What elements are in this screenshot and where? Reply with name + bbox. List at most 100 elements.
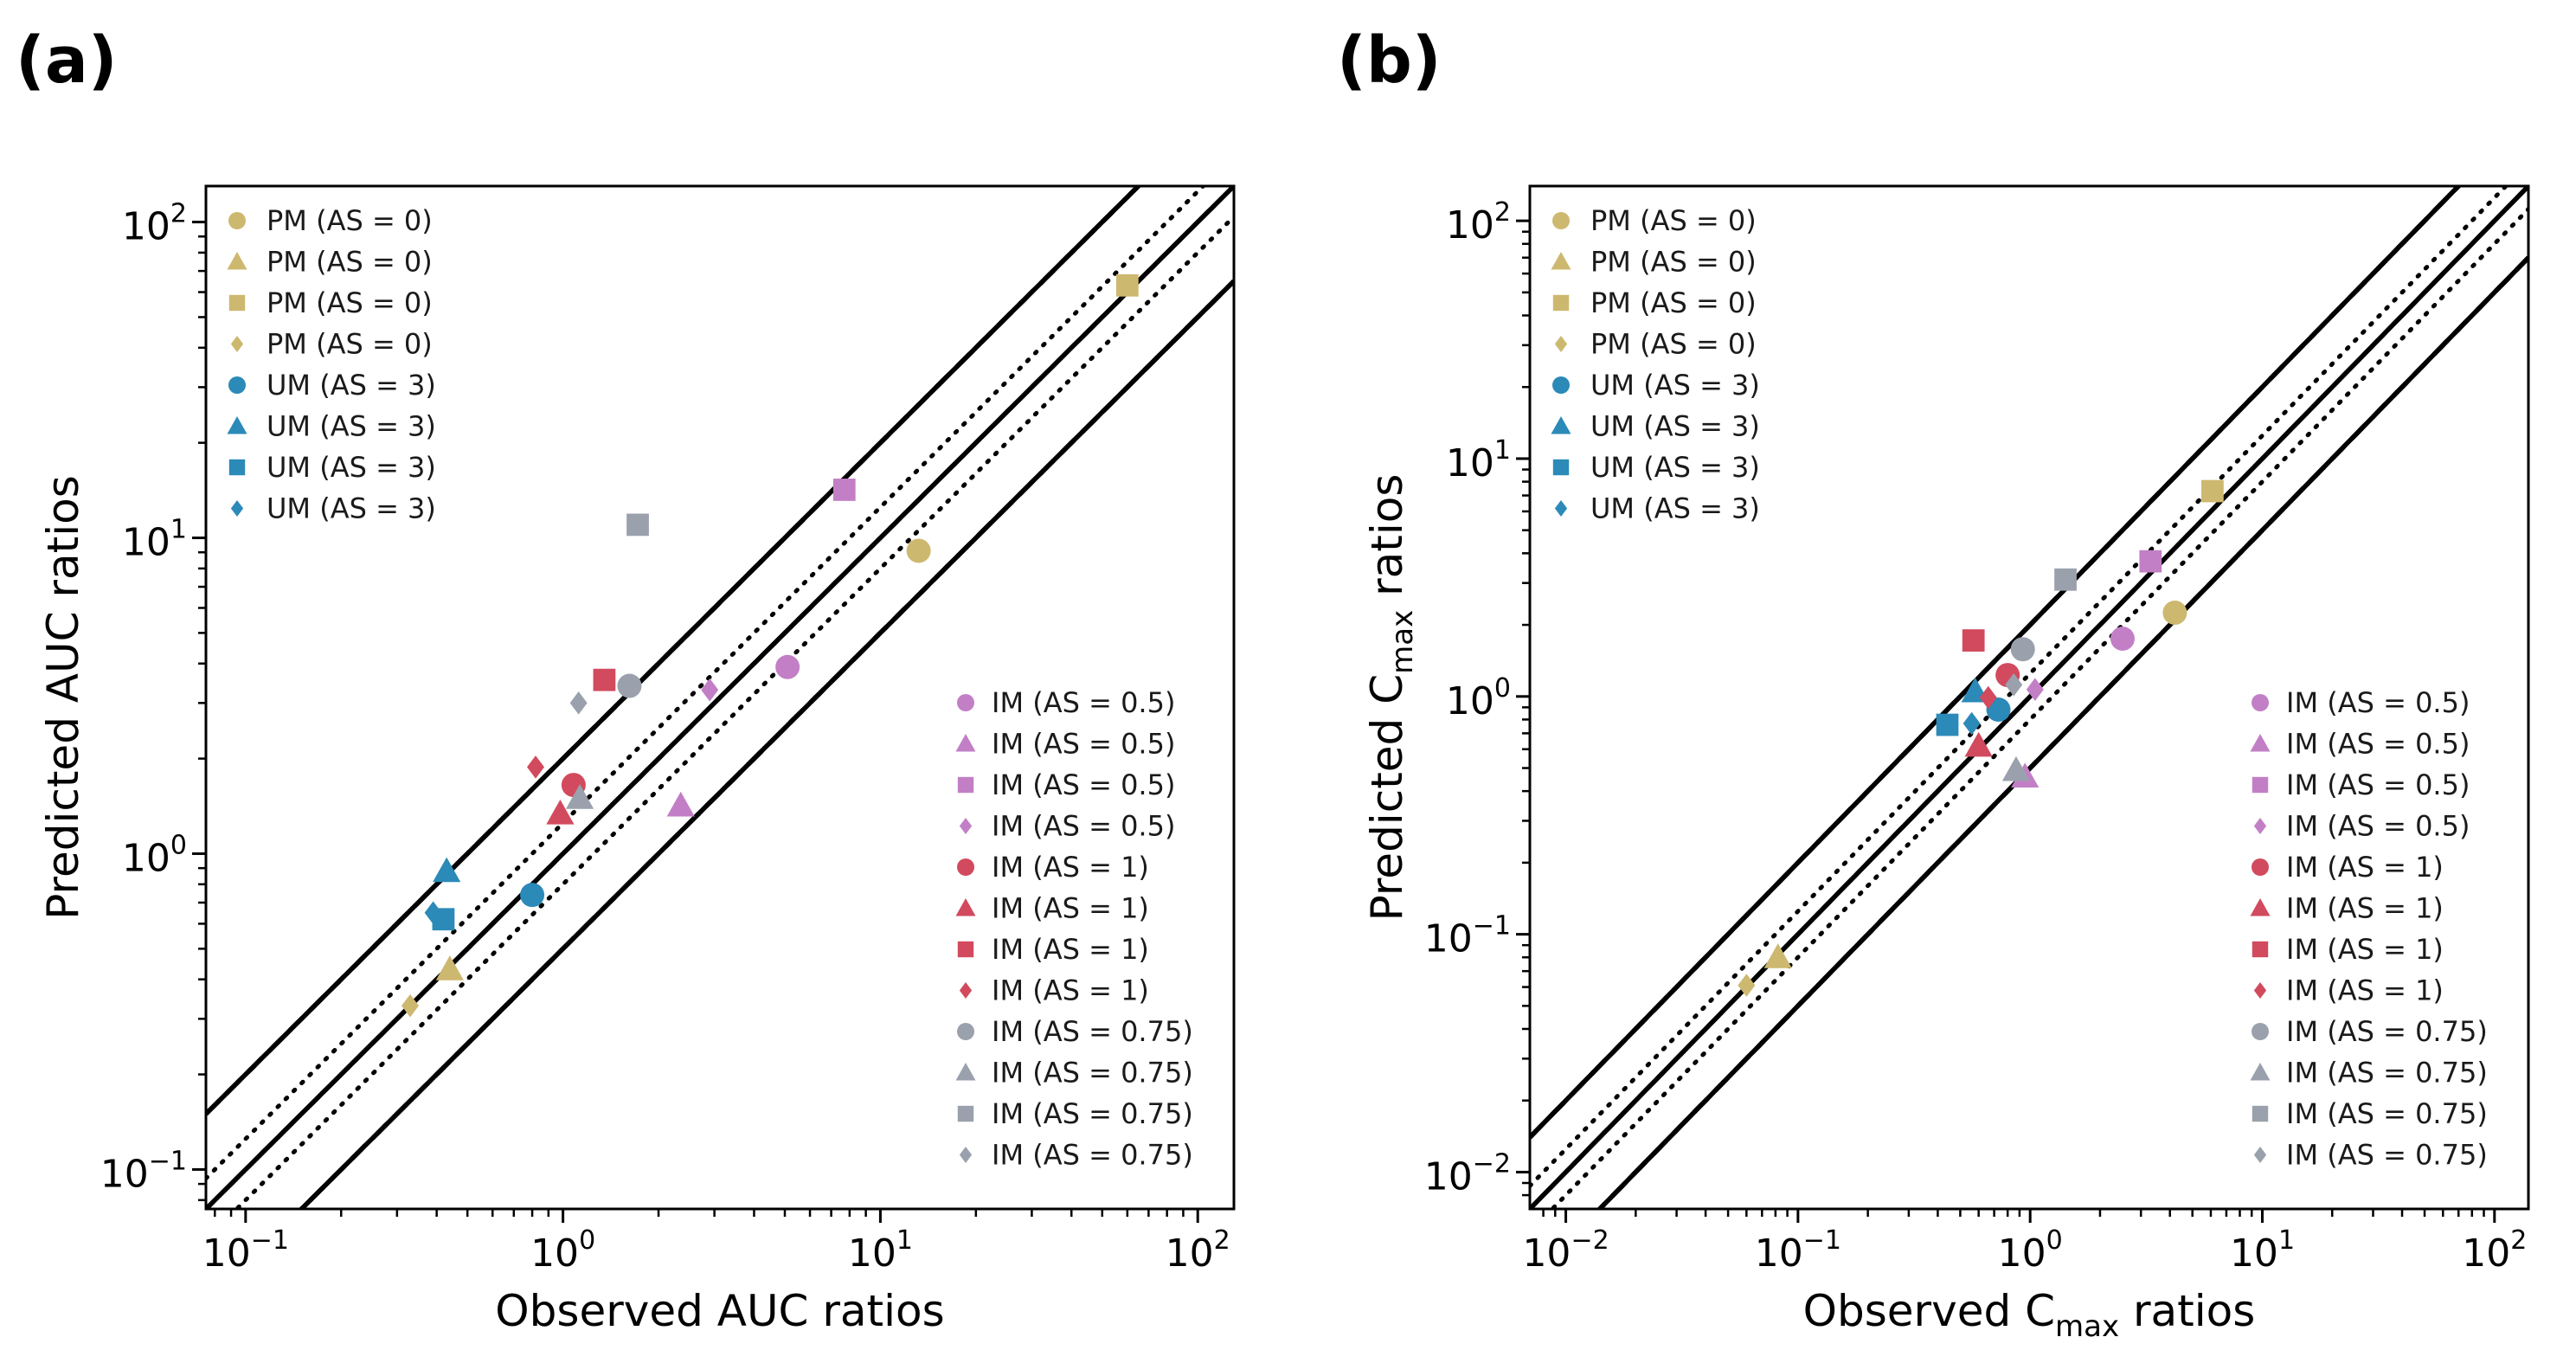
x-tick-label: 10−1 <box>1755 1225 1841 1276</box>
legend-entry: IM (AS = 0.75) <box>959 1139 1193 1172</box>
legend-label: IM (AS = 0.75) <box>2286 1015 2488 1048</box>
legend-marker <box>2253 1147 2267 1163</box>
legend-label: IM (AS = 0.75) <box>992 1057 1193 1090</box>
panel-b: (b) 10−2 10−1 100 101 102 10−2 10−1 100 101 102 Obs… <box>1337 23 2530 1344</box>
legend-entry: PM (AS = 0) <box>1552 204 1757 237</box>
fold-line <box>1530 186 2509 1188</box>
legend-entry: IM (AS = 0.75) <box>955 1057 1193 1090</box>
legend-entry: IM (AS = 1) <box>959 974 1149 1007</box>
legend-marker <box>2252 858 2269 876</box>
legend-marker <box>957 1023 974 1040</box>
legend-entry: PM (AS = 0) <box>228 204 433 237</box>
data-point <box>666 791 695 817</box>
legend-entry: IM (AS = 0.5) <box>2252 768 2470 801</box>
legend-label: IM (AS = 1) <box>2286 892 2444 925</box>
y-axis-title: Predicted Cmax ratios <box>1362 474 1420 922</box>
data-point <box>546 799 575 825</box>
legend-entry: IM (AS = 0.75) <box>2250 1057 2488 1090</box>
legend-entry: UM (AS = 3) <box>1552 451 1760 484</box>
data-point <box>2110 627 2135 652</box>
data-point <box>1936 713 1959 736</box>
data-points <box>401 273 1139 1018</box>
legend-label: PM (AS = 0) <box>267 204 433 237</box>
legend-label: IM (AS = 1) <box>992 933 1149 966</box>
data-point <box>1115 273 1139 297</box>
legend-entry: UM (AS = 3) <box>1554 492 1760 525</box>
legend-marker <box>230 336 244 352</box>
legend-entry: PM (AS = 0) <box>1552 286 1757 319</box>
legend-entry: IM (AS = 0.75) <box>2252 1015 2488 1048</box>
y-tick-label: 10−1 <box>1424 911 1511 961</box>
data-point <box>1963 711 1981 736</box>
legend-marker <box>2252 694 2269 711</box>
legend-marker <box>228 459 246 476</box>
legend-label: IM (AS = 1) <box>2286 933 2444 966</box>
legend-label: PM (AS = 0) <box>1590 204 1757 237</box>
data-point <box>2010 637 2035 662</box>
data-point <box>1979 685 1997 710</box>
legend-marker <box>2253 982 2267 999</box>
data-point <box>2005 672 2023 697</box>
panel-label: (b) <box>1337 23 1442 98</box>
data-point <box>2026 678 2044 702</box>
legend-marker <box>1552 459 1570 476</box>
legend-marker <box>227 252 247 270</box>
unity-line <box>1530 186 2528 1209</box>
y-tick-label: 102 <box>1446 197 1511 248</box>
legend-marker <box>957 776 974 794</box>
legend-entry: IM (AS = 0.5) <box>957 768 1175 801</box>
legend-label: IM (AS = 0.75) <box>2286 1139 2488 1172</box>
legend-label: PM (AS = 0) <box>1590 246 1757 279</box>
legend-entry: IM (AS = 0.75) <box>957 1015 1193 1048</box>
legend-marker <box>955 1063 976 1081</box>
legend-label: UM (AS = 3) <box>267 410 436 443</box>
data-point <box>1962 629 1985 652</box>
legend-entry: UM (AS = 3) <box>1551 410 1760 443</box>
y-axis-title: Predicted AUC ratios <box>38 475 88 920</box>
legend-marker <box>2252 1023 2269 1040</box>
legend-entry: PM (AS = 0) <box>230 328 433 361</box>
legend-marker <box>2253 818 2267 834</box>
y-tick-label: 101 <box>122 515 187 565</box>
legend-marker <box>2250 734 2271 752</box>
legend-marker <box>2252 1105 2269 1122</box>
legend-marker <box>959 818 973 834</box>
legend-entry: UM (AS = 3) <box>227 410 436 443</box>
data-point <box>520 883 545 908</box>
data-point <box>626 513 649 537</box>
data-point <box>2001 755 2031 781</box>
legend-marker <box>1554 336 1568 352</box>
legend-entry: IM (AS = 1) <box>2253 974 2444 1007</box>
y-tick-label: 10−2 <box>1424 1148 1511 1199</box>
legend-entry: IM (AS = 1) <box>2252 851 2444 884</box>
guest-limit-lower-line <box>1596 255 2528 1209</box>
legend-label: UM (AS = 3) <box>1590 410 1760 443</box>
data-point <box>1763 943 1792 968</box>
legend-marker <box>2252 941 2269 958</box>
y-tick-label: 102 <box>122 199 187 249</box>
legend-marker <box>957 694 974 711</box>
legend-marker <box>1552 376 1570 394</box>
legend-entry: UM (AS = 3) <box>230 492 436 525</box>
legend-entry: IM (AS = 0.75) <box>957 1097 1193 1130</box>
x-tick-label: 10−1 <box>202 1225 289 1276</box>
guest-limit-upper-line <box>1530 186 2463 1140</box>
legend-label: UM (AS = 3) <box>1590 369 1760 402</box>
legend-marker <box>957 1105 974 1122</box>
legend-label: UM (AS = 3) <box>267 369 436 402</box>
legend-label: IM (AS = 1) <box>992 851 1149 884</box>
y-tick-label: 10−1 <box>100 1146 187 1196</box>
x-tick-label: 102 <box>2462 1225 2527 1276</box>
data-point <box>401 993 419 1018</box>
legend-lower: IM (AS = 0.5) IM (AS = 0.5) IM (AS = 0.5) I… <box>955 686 1193 1172</box>
legend-entry: IM (AS = 0.75) <box>2253 1139 2488 1172</box>
data-point <box>593 668 616 691</box>
legend-entry: IM (AS = 1) <box>957 851 1149 884</box>
legend-entry: PM (AS = 0) <box>1551 246 1757 279</box>
legend-marker <box>228 212 246 229</box>
legend-label: IM (AS = 1) <box>992 974 1149 1007</box>
legend-marker <box>1554 500 1568 517</box>
legend-entry: IM (AS = 0.75) <box>2252 1097 2488 1130</box>
data-point <box>435 955 464 980</box>
